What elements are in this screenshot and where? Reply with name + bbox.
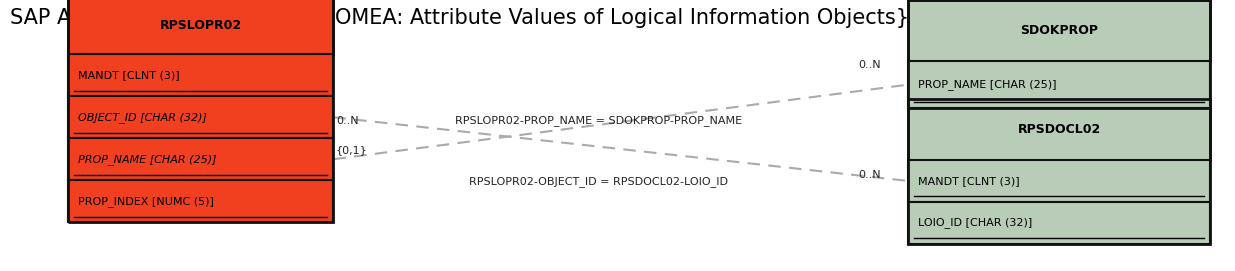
FancyBboxPatch shape xyxy=(68,180,333,222)
Text: 0..N: 0..N xyxy=(858,170,881,180)
FancyBboxPatch shape xyxy=(68,96,333,138)
Text: OBJECT_ID [CHAR (32)]: OBJECT_ID [CHAR (32)] xyxy=(78,112,206,123)
Text: MANDT [CLNT (3)]: MANDT [CLNT (3)] xyxy=(918,176,1019,186)
Text: 0..N: 0..N xyxy=(858,60,881,70)
Text: MANDT [CLNT (3)]: MANDT [CLNT (3)] xyxy=(78,70,179,80)
Text: PROP_INDEX [NUMC (5)]: PROP_INDEX [NUMC (5)] xyxy=(78,196,214,207)
FancyBboxPatch shape xyxy=(908,202,1210,244)
FancyBboxPatch shape xyxy=(68,54,333,96)
Text: RPSDOCL02: RPSDOCL02 xyxy=(1018,123,1100,136)
FancyBboxPatch shape xyxy=(68,0,333,54)
FancyBboxPatch shape xyxy=(908,160,1210,202)
Text: SAP ABAP table RPSLOPR02 {DOMEA: Attribute Values of Logical Information Objects: SAP ABAP table RPSLOPR02 {DOMEA: Attribu… xyxy=(10,8,909,28)
Text: {0,1}: {0,1} xyxy=(336,146,368,155)
Text: LOIO_ID [CHAR (32)]: LOIO_ID [CHAR (32)] xyxy=(918,217,1032,228)
Text: PROP_NAME [CHAR (25)]: PROP_NAME [CHAR (25)] xyxy=(78,154,216,165)
FancyBboxPatch shape xyxy=(68,138,333,180)
FancyBboxPatch shape xyxy=(908,0,1210,61)
Text: 0..N: 0..N xyxy=(336,116,358,125)
Text: RPSLOPR02: RPSLOPR02 xyxy=(159,19,242,32)
Text: RPSLOPR02-PROP_NAME = SDOKPROP-PROP_NAME: RPSLOPR02-PROP_NAME = SDOKPROP-PROP_NAME xyxy=(456,115,742,126)
Text: PROP_NAME [CHAR (25)]: PROP_NAME [CHAR (25)] xyxy=(918,79,1056,90)
FancyBboxPatch shape xyxy=(908,99,1210,160)
Text: RPSLOPR02-OBJECT_ID = RPSDOCL02-LOIO_ID: RPSLOPR02-OBJECT_ID = RPSDOCL02-LOIO_ID xyxy=(469,176,729,187)
FancyBboxPatch shape xyxy=(908,61,1210,108)
Text: SDOKPROP: SDOKPROP xyxy=(1020,24,1098,37)
